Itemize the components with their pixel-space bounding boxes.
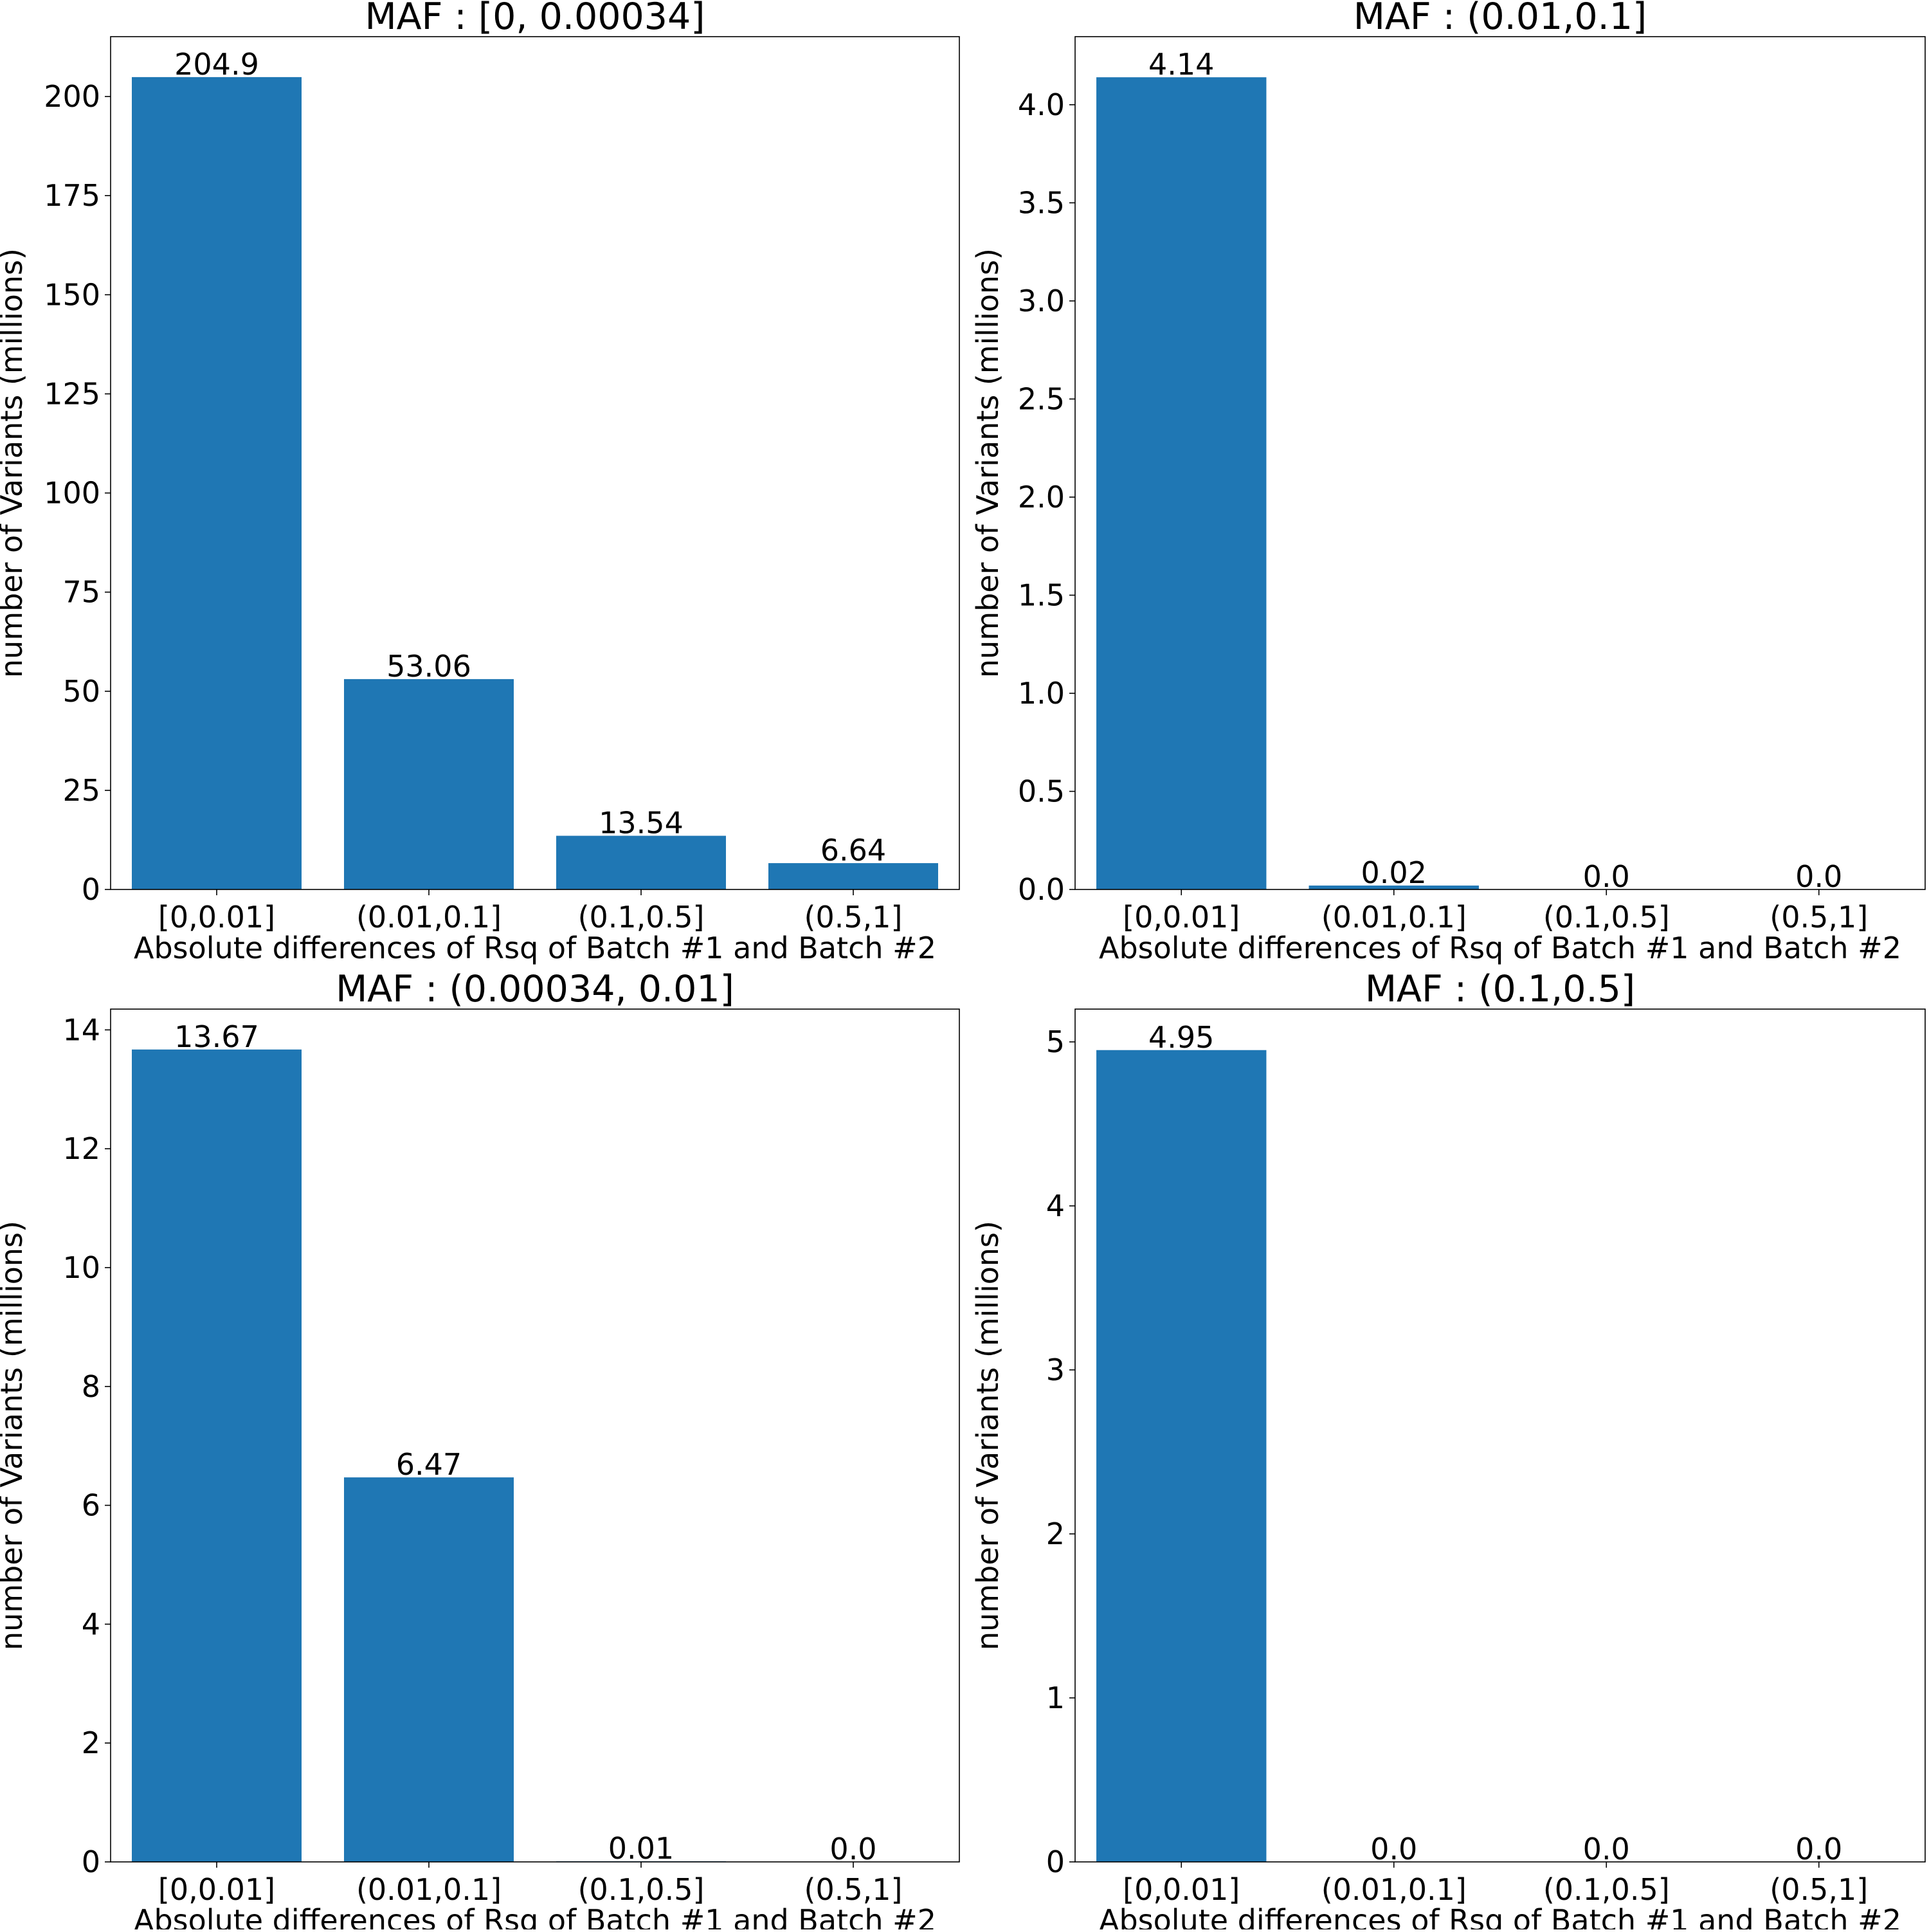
y-tick-label: 4	[82, 1607, 100, 1641]
chart-panel-3: 4.95 0.0 0.0 0.0 0 1 2 3 4 5 [0,0.01] (0.01,0.1] (0.…	[970, 968, 1926, 1932]
bar-value-label: 0.0	[1370, 1832, 1417, 1866]
y-tick-label: 3	[1046, 1353, 1065, 1387]
x-axis-label: Absolute differences of Rsq of Batch #1 …	[134, 931, 936, 965]
bar	[344, 1477, 514, 1862]
y-tick-label: 100	[44, 476, 100, 511]
axes-frame	[110, 36, 960, 890]
y-tick-label: 2.5	[1018, 381, 1065, 416]
y-tick-label: 1.5	[1018, 578, 1065, 612]
bar-value-label: 4.14	[1148, 47, 1214, 82]
bar	[1096, 1050, 1267, 1862]
y-tick-label: 175	[44, 178, 100, 213]
y-tick-label: 3.0	[1018, 284, 1065, 318]
bar	[1309, 885, 1479, 889]
y-tick-label: 0	[82, 1845, 100, 1879]
x-axis-label: Absolute differences of Rsq of Batch #1 …	[1099, 1903, 1901, 1929]
bar	[344, 679, 514, 889]
y-tick-label: 1	[1046, 1681, 1065, 1715]
bar-value-label: 204.9	[174, 47, 259, 82]
x-tick-label: [0,0.01]	[158, 900, 275, 934]
x-tick-label: (0.5,1]	[1770, 900, 1868, 934]
bar-value-label: 0.0	[1583, 859, 1630, 894]
chart-title: MAF : [0, 0.00034]	[365, 0, 705, 38]
y-tick-label: 0	[82, 872, 100, 907]
y-tick-label: 4	[1046, 1189, 1065, 1223]
chart-panel-0: 204.9 53.06 13.54 6.64 0 25 50 75 100 125 150 175 20…	[0, 0, 960, 965]
y-tick-label: 25	[62, 773, 100, 808]
bar-value-label: 53.06	[386, 649, 471, 684]
x-axis-label: Absolute differences of Rsq of Batch #1 …	[1099, 931, 1901, 965]
chart-panel-2: 13.67 6.47 0.01 0.0 0 2 4 6 8 10 12 14 [0,0.01] (0.01…	[0, 968, 960, 1932]
bar	[1096, 77, 1267, 890]
y-tick-label: 2	[1046, 1517, 1065, 1551]
y-axis-label: number of Variants (millions)	[970, 248, 1005, 678]
y-axis-label: number of Variants (millions)	[0, 1221, 29, 1650]
y-tick-label: 50	[62, 674, 100, 709]
bar-value-label: 0.0	[829, 1832, 876, 1866]
bar-value-label: 6.64	[820, 833, 886, 868]
chart-title: MAF : (0.01,0.1]	[1354, 0, 1647, 38]
y-axis-label: number of Variants (millions)	[970, 1221, 1005, 1650]
x-axis-label: Absolute differences of Rsq of Batch #1 …	[134, 1903, 936, 1929]
y-tick-label: 2.0	[1018, 480, 1065, 515]
chart-panel-1: 4.14 0.02 0.0 0.0 0.0 0.5 1.0 1.5 2.0 2.5 3.0 3.5 4.…	[970, 0, 1926, 965]
x-tick-label: [0,0.01]	[1123, 1872, 1240, 1907]
bar	[556, 835, 726, 889]
y-tick-label: 6	[82, 1488, 100, 1523]
axes-frame	[110, 1008, 960, 1863]
y-tick-label: 0.0	[1018, 872, 1065, 907]
y-tick-label: 2	[82, 1726, 100, 1760]
x-tick-label: (0.1,0.5]	[1543, 1872, 1670, 1907]
y-axis-label: number of Variants (millions)	[0, 248, 29, 678]
y-tick-label: 200	[44, 79, 100, 114]
y-tick-label: 75	[62, 575, 100, 610]
bar-value-label: 0.0	[1795, 859, 1842, 894]
x-tick-label: [0,0.01]	[158, 1872, 275, 1907]
x-tick-label: (0.01,0.1]	[356, 900, 502, 934]
y-tick-label: 4.0	[1018, 87, 1065, 122]
axes-frame	[1074, 36, 1926, 890]
x-tick-label: (0.5,1]	[1770, 1872, 1868, 1907]
bar	[768, 863, 938, 889]
y-tick-label: 12	[62, 1131, 100, 1166]
y-tick-label: 125	[44, 376, 100, 411]
x-tick-label: (0.1,0.5]	[578, 1872, 705, 1907]
x-tick-label: (0.1,0.5]	[578, 900, 705, 934]
bar	[132, 1049, 302, 1862]
bar-value-label: 13.54	[599, 806, 684, 841]
bar-value-label: 0.0	[1795, 1832, 1842, 1866]
x-tick-label: [0,0.01]	[1123, 900, 1240, 934]
x-tick-label: (0.5,1]	[804, 900, 903, 934]
y-tick-label: 10	[62, 1250, 100, 1285]
bar-value-label: 0.02	[1361, 855, 1427, 890]
bar-value-label: 0.01	[608, 1831, 674, 1866]
y-tick-label: 8	[82, 1369, 100, 1404]
bar	[132, 77, 302, 889]
bar-value-label: 6.47	[396, 1447, 462, 1482]
x-tick-label: (0.01,0.1]	[1321, 1872, 1467, 1907]
chart-title: MAF : (0.1,0.5]	[1365, 968, 1635, 1010]
bar-value-label: 4.95	[1148, 1020, 1214, 1055]
y-tick-label: 3.5	[1018, 185, 1065, 220]
y-tick-label: 5	[1046, 1025, 1065, 1059]
x-tick-label: (0.01,0.1]	[356, 1872, 502, 1907]
y-tick-label: 14	[62, 1012, 100, 1047]
chart-title: MAF : (0.00034, 0.01]	[336, 968, 734, 1010]
y-tick-label: 1.0	[1018, 676, 1065, 711]
x-tick-label: (0.1,0.5]	[1543, 900, 1670, 934]
bar-value-label: 13.67	[174, 1019, 259, 1054]
y-tick-label: 0	[1046, 1845, 1065, 1879]
bar-value-label: 0.0	[1583, 1832, 1630, 1866]
x-tick-label: (0.5,1]	[804, 1872, 903, 1907]
axes-frame	[1074, 1008, 1926, 1863]
x-tick-label: (0.01,0.1]	[1321, 900, 1467, 934]
y-tick-label: 0.5	[1018, 774, 1065, 808]
y-tick-label: 150	[44, 277, 100, 312]
